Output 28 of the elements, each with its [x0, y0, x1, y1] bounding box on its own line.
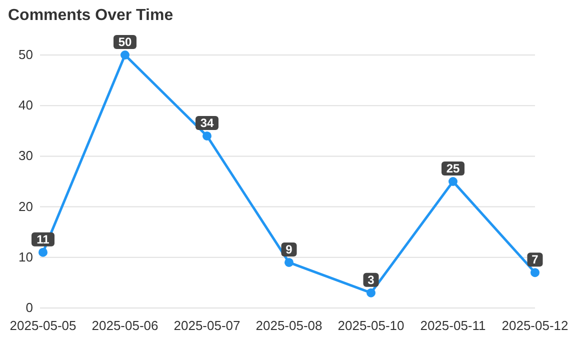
y-tick-label: 20	[18, 198, 33, 214]
point	[202, 131, 212, 140]
x-tick-label: 2025-05-08	[256, 318, 322, 333]
point	[284, 258, 294, 267]
y-tick-label: 10	[18, 249, 33, 264]
data-label: 3	[368, 272, 375, 287]
y-tick-label: 40	[18, 98, 33, 113]
x-tick-label: 2025-05-11	[420, 318, 486, 333]
point	[448, 177, 458, 186]
point	[530, 268, 540, 278]
x-tick-label: 2025-05-12	[502, 318, 568, 333]
x-tick-label: 2025-05-05	[10, 318, 76, 333]
data-label: 11	[36, 232, 50, 246]
point	[366, 288, 376, 298]
y-tick-label: 30	[18, 148, 33, 164]
data-label: 9	[286, 242, 293, 256]
data-label: 34	[200, 116, 214, 130]
x-tick-label: 2025-05-07	[174, 318, 240, 333]
x-tick-label: 2025-05-06	[92, 318, 158, 333]
data-label: 7	[532, 252, 539, 267]
y-tick-label: 50	[18, 47, 33, 62]
chart-title: Comments Over Time	[8, 7, 174, 24]
x-tick-label: 2025-05-10	[338, 318, 404, 333]
data-label: 25	[446, 162, 460, 176]
point	[120, 50, 130, 60]
y-tick-label: 0	[26, 300, 33, 315]
point	[38, 248, 48, 257]
data-label: 50	[118, 35, 132, 49]
